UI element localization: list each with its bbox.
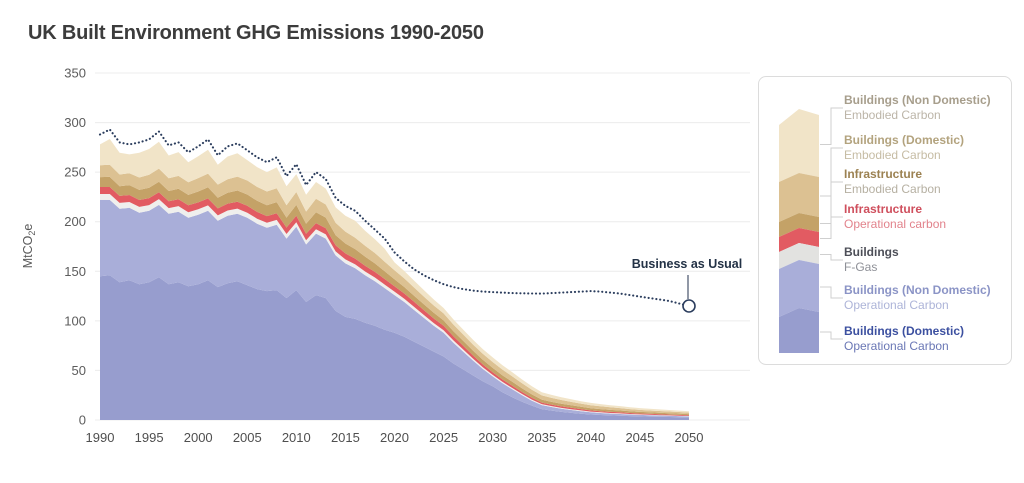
legend-item: Buildings F-Gas [844, 245, 1009, 275]
legend-item-subtitle: F-Gas [844, 260, 878, 274]
legend-item-title: Infrastructure [844, 202, 923, 216]
x-axis-tick-label: 2040 [576, 430, 605, 445]
legend-item-subtitle: Embodied Carbon [844, 108, 941, 122]
legend-item-title: Buildings (Non Domestic) [844, 93, 991, 107]
area-buildings-domestic-operational [100, 275, 689, 420]
chart-title: UK Built Environment GHG Emissions 1990-… [28, 22, 484, 44]
emissions-chart: 0 50 100 150 200 250 300 350 1990 1995 2000 2005 201… [21, 66, 750, 445]
legend-connector-line [820, 107, 843, 145]
legend-connector-line [820, 147, 843, 197]
legend-swatch-band [779, 173, 819, 222]
x-axis-tick-label: 2020 [380, 430, 409, 445]
legend-item: Buildings (Non Domestic) Embodied Carbon [844, 93, 1009, 123]
legend-item-title: Buildings (Domestic) [844, 133, 965, 147]
legend-item-title: Infrastructure [844, 167, 923, 181]
y-axis-title: MtCO2e [21, 224, 37, 269]
legend-connector-line [820, 331, 843, 340]
legend-item: Buildings (Domestic) Embodied Carbon [844, 133, 1009, 163]
x-axis-tick-label: 2015 [331, 430, 360, 445]
legend-item-subtitle: Embodied Carbon [844, 182, 941, 196]
legend-item-subtitle: Operational carbon [844, 217, 947, 231]
x-axis-tick-label: 2030 [478, 430, 507, 445]
legend-connector-line [820, 286, 843, 299]
y-axis-tick-label: 300 [64, 115, 86, 130]
legend-item-title: Buildings [844, 245, 899, 259]
legend-connector-line [820, 254, 843, 261]
legend-connector-line [820, 181, 843, 224]
bau-annotation-label: Business as Usual [632, 257, 742, 271]
legend-item: Buildings (Non Domestic) Operational Carb… [844, 283, 1009, 313]
legend-item: Infrastructure Embodied Carbon [844, 167, 1009, 197]
legend-swatch-band [779, 109, 819, 182]
y-axis-tick-label: 50 [72, 363, 86, 378]
emissions-chart-svg: 0 50 100 150 200 250 300 350 1990 1995 2000 2005 201… [21, 66, 750, 445]
x-axis-tick-label: 2010 [282, 430, 311, 445]
x-axis-tick-label: 2000 [184, 430, 213, 445]
bau-line [98, 128, 691, 308]
x-axis-tick-label: 1990 [86, 430, 115, 445]
y-axis-tick-label: 250 [64, 165, 86, 180]
x-axis-tick-label: 1995 [135, 430, 164, 445]
legend-item-title: Buildings (Non Domestic) [844, 283, 991, 297]
legend-swatch-band [779, 243, 819, 269]
x-axis-tick-label: 2035 [527, 430, 556, 445]
bau-endpoint-marker [682, 299, 696, 313]
area-buildings-non-domestic-embodied [100, 139, 689, 413]
legend-item-subtitle: Embodied Carbon [844, 148, 941, 162]
legend-swatch-band [779, 228, 819, 252]
area-buildings-non-domestic-operational [100, 199, 689, 418]
legend-swatch-band [779, 260, 819, 317]
x-axis-tick-label: 2025 [429, 430, 458, 445]
x-axis-tick-label: 2005 [233, 430, 262, 445]
y-axis-tick-label: 150 [64, 264, 86, 279]
x-axis-tick-label: 2045 [625, 430, 654, 445]
y-axis-tick-label: 0 [79, 413, 86, 428]
legend-swatch-band [779, 308, 819, 353]
legend-panel: Buildings (Non Domestic) Embodied Carbon B… [758, 76, 1012, 365]
legend-item-subtitle: Operational Carbon [844, 339, 949, 353]
legend-swatch-band [779, 213, 819, 237]
legend-item: Infrastructure Operational carbon [844, 202, 1009, 232]
legend-item-title: Buildings (Domestic) [844, 324, 965, 338]
legend-item-subtitle: Operational Carbon [844, 298, 949, 312]
y-axis-tick-label: 200 [64, 214, 86, 229]
y-axis-tick-label: 350 [64, 66, 86, 81]
y-axis-tick-label: 100 [64, 313, 86, 328]
legend-connector-line [820, 216, 843, 239]
x-axis-tick-label: 2050 [675, 430, 704, 445]
legend-item: Buildings (Domestic) Operational Carbon [844, 324, 1009, 354]
